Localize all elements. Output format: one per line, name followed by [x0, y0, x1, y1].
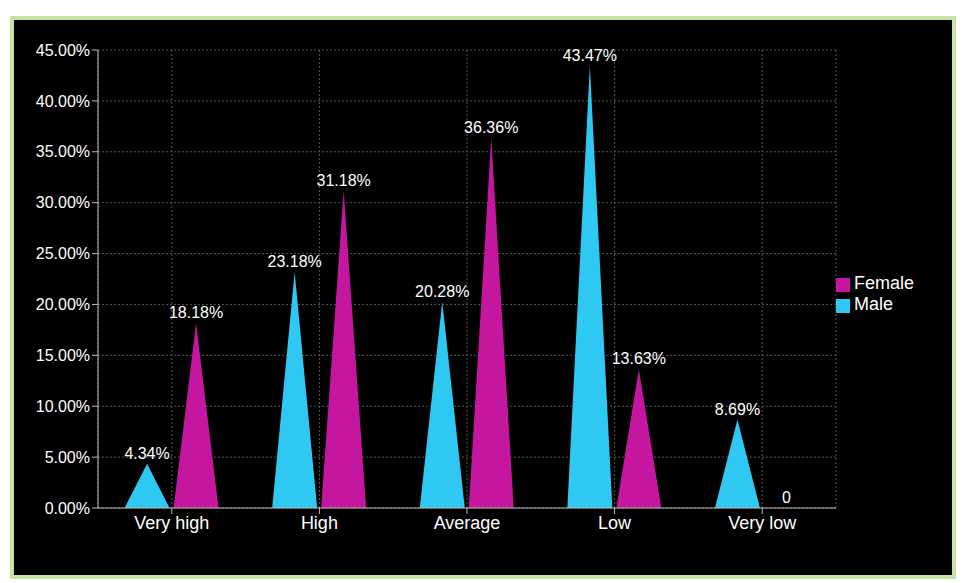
- svg-text:35.00%: 35.00%: [36, 143, 90, 160]
- svg-text:4.34%: 4.34%: [124, 445, 169, 462]
- svg-text:Very low: Very low: [728, 513, 797, 533]
- svg-text:0.00%: 0.00%: [45, 500, 90, 517]
- svg-text:20.28%: 20.28%: [415, 283, 469, 300]
- svg-text:Very high: Very high: [134, 513, 209, 533]
- svg-text:20.00%: 20.00%: [36, 296, 90, 313]
- svg-text:Low: Low: [598, 513, 632, 533]
- svg-text:13.63%: 13.63%: [612, 350, 666, 367]
- html-text:Male: Male: [854, 294, 893, 314]
- svg-text:Average: Average: [434, 513, 501, 533]
- svg-text:25.00%: 25.00%: [36, 245, 90, 262]
- svg-text:High: High: [301, 513, 338, 533]
- svg-text:8.69%: 8.69%: [715, 401, 760, 418]
- svg-text:23.18%: 23.18%: [268, 253, 322, 270]
- svg-text:18.18%: 18.18%: [169, 304, 223, 321]
- svg-text:15.00%: 15.00%: [36, 347, 90, 364]
- svg-text:5.00%: 5.00%: [45, 449, 90, 466]
- svg-text:36.36%: 36.36%: [464, 119, 518, 136]
- svg-text:31.18%: 31.18%: [317, 172, 371, 189]
- svg-text:43.47%: 43.47%: [563, 47, 617, 64]
- html-text:Female: Female: [854, 273, 914, 293]
- svg-text:10.00%: 10.00%: [36, 398, 90, 415]
- svg-text:30.00%: 30.00%: [36, 194, 90, 211]
- svg-text:45.00%: 45.00%: [36, 42, 90, 59]
- svg-text:0: 0: [782, 489, 791, 506]
- svg-text:40.00%: 40.00%: [36, 93, 90, 110]
